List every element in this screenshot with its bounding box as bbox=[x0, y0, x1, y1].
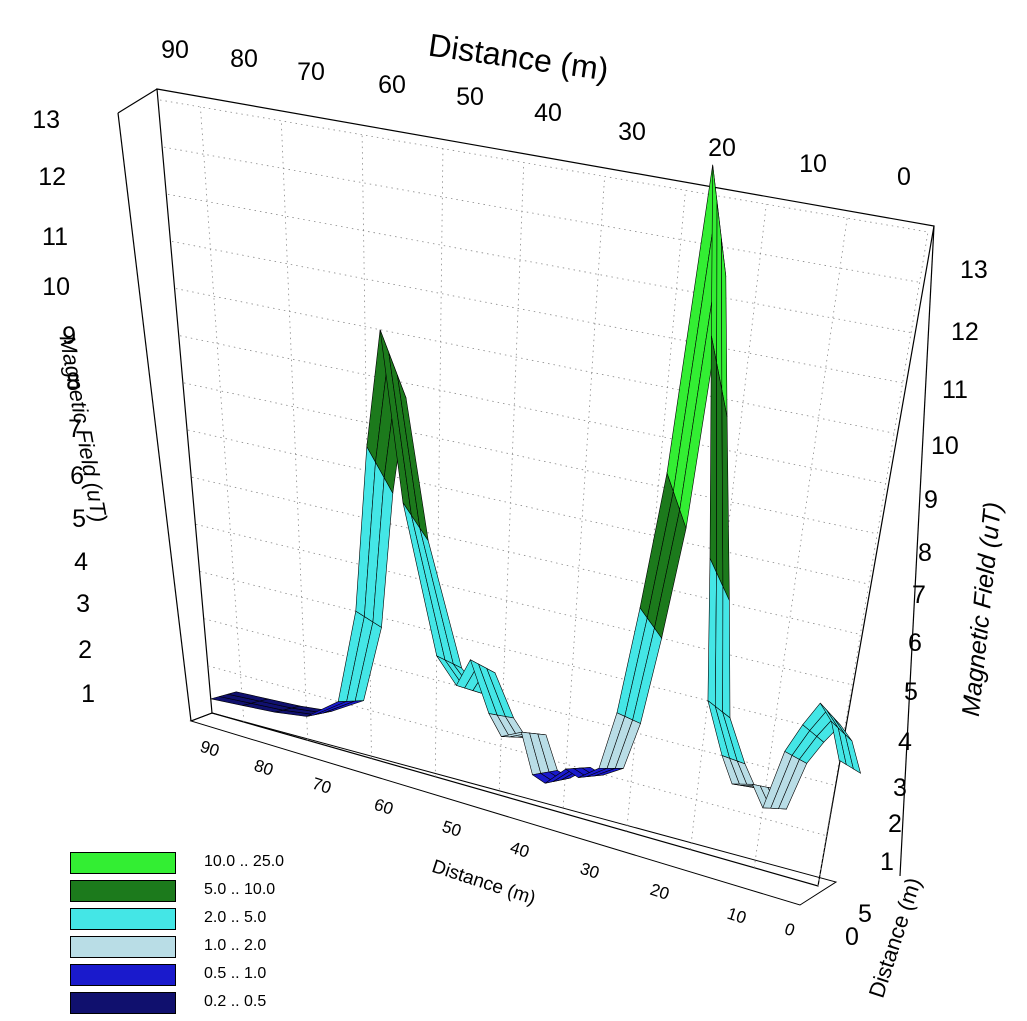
left-z-tick-label: 5 bbox=[72, 505, 86, 533]
top-x-tick-label: 90 bbox=[161, 36, 189, 64]
surface-facet bbox=[711, 164, 718, 363]
bottom-x-tick-label: 90 bbox=[198, 737, 222, 761]
right-z-tick-label: 7 bbox=[912, 581, 926, 609]
z-gridline bbox=[191, 476, 861, 635]
left-z-axis bbox=[117, 112, 192, 722]
z-gridline bbox=[199, 571, 844, 736]
z-gridline bbox=[207, 665, 827, 837]
legend-label: 0.5 .. 1.0 bbox=[204, 965, 267, 982]
right-z-tick-label: 5 bbox=[904, 678, 918, 706]
surface-facet bbox=[722, 586, 731, 719]
legend-swatch bbox=[70, 852, 176, 874]
left-z-axis-title: Magnetic Field (uT) bbox=[55, 333, 113, 524]
top-x-tick-label: 80 bbox=[230, 45, 258, 73]
x-gridline bbox=[200, 106, 245, 723]
z-gridline bbox=[159, 99, 929, 233]
left-z-tick-label: 1 bbox=[81, 680, 95, 708]
bottom-x-tick-label: 50 bbox=[440, 817, 464, 841]
z-gridline bbox=[187, 429, 869, 585]
legend-label: 10.0 .. 25.0 bbox=[204, 853, 285, 870]
legend-item: 1.0 .. 2.0 bbox=[70, 936, 330, 959]
legend-item: 2.0 .. 5.0 bbox=[70, 908, 330, 931]
top-x-tick-label: 70 bbox=[297, 58, 325, 86]
legend-swatch bbox=[70, 936, 176, 958]
bottom-axis-title: Distance (m) bbox=[429, 856, 538, 909]
surface-mesh bbox=[210, 164, 862, 810]
right-z-tick-label: 11 bbox=[942, 376, 968, 404]
left-z-tick-label: 7 bbox=[68, 415, 82, 443]
right-z-tick-label: 10 bbox=[931, 432, 959, 460]
legend-swatch bbox=[70, 964, 176, 986]
bottom-x-tick-label: 40 bbox=[508, 838, 532, 862]
right-z-axis bbox=[899, 225, 935, 877]
left-z-tick-label: 4 bbox=[74, 548, 88, 576]
z-gridline bbox=[175, 288, 895, 434]
top-x-tick-label: 20 bbox=[708, 134, 736, 162]
surface-facet bbox=[709, 335, 717, 573]
bottom-x-tick-label: 30 bbox=[578, 859, 602, 883]
color-legend: 10.0 .. 25.0 5.0 .. 10.0 2.0 .. 5.0 1.0 … bbox=[70, 852, 330, 1020]
bottom-x-tick-label: 80 bbox=[252, 756, 276, 780]
x-gridline bbox=[817, 231, 929, 887]
legend-swatch bbox=[70, 880, 176, 902]
right-z-tick-label: 3 bbox=[893, 774, 907, 802]
right-z-tick-label: 1 bbox=[880, 848, 894, 876]
bottom-x-tick-label: 10 bbox=[725, 904, 749, 928]
left-z-tick-label: 12 bbox=[38, 163, 66, 191]
right-z-tick-label: 12 bbox=[951, 318, 979, 346]
top-x-tick-label: 40 bbox=[534, 99, 562, 127]
legend-label: 1.0 .. 2.0 bbox=[204, 937, 267, 954]
chart-gridlines bbox=[159, 99, 929, 887]
bottom-x-tick-label: 0 bbox=[782, 919, 797, 940]
bottom-x-tick-label: 70 bbox=[310, 774, 334, 798]
right-z-tick-label: 4 bbox=[898, 728, 912, 756]
right-z-tick-label: 8 bbox=[918, 539, 932, 567]
right-z-axis-title: Magnetic Field (uT) bbox=[957, 501, 1007, 718]
x-gridline bbox=[434, 148, 444, 777]
depth-tick-label: 0 bbox=[845, 923, 859, 951]
bottom-x-tick-label: 60 bbox=[372, 795, 396, 819]
surface-facet bbox=[714, 572, 724, 713]
legend-item: 5.0 .. 10.0 bbox=[70, 880, 330, 903]
z-gridline bbox=[163, 146, 920, 283]
left-z-tick-label: 13 bbox=[32, 106, 60, 134]
right-z-tick-label: 9 bbox=[924, 486, 938, 514]
left-z-tick-label: 2 bbox=[78, 636, 92, 664]
left-z-tick-label: 6 bbox=[70, 462, 84, 490]
depth-axis-title: Distance (m) bbox=[864, 875, 926, 1001]
chart-walls bbox=[117, 88, 935, 906]
top-axis-title: Distance (m) bbox=[426, 27, 611, 88]
legend-label: 5.0 .. 10.0 bbox=[204, 881, 276, 898]
left-z-tick-label: 9 bbox=[62, 322, 76, 350]
z-gridline bbox=[179, 335, 886, 484]
depth-tick-label: 5 bbox=[858, 900, 872, 928]
bottom-x-tick-label: 20 bbox=[648, 880, 672, 904]
x-gridline bbox=[562, 176, 606, 814]
top-x-tick-label: 60 bbox=[378, 71, 406, 99]
left-z-tick-label: 10 bbox=[42, 273, 70, 301]
legend-swatch bbox=[70, 908, 176, 930]
top-x-tick-label: 50 bbox=[456, 83, 484, 111]
legend-label: 0.2 .. 0.5 bbox=[204, 993, 267, 1010]
left-z-tick-label: 8 bbox=[66, 368, 80, 396]
top-x-tick-label: 30 bbox=[618, 118, 646, 146]
right-z-tick-label: 13 bbox=[960, 256, 988, 284]
top-x-tick-label: 10 bbox=[799, 150, 827, 178]
right-z-tick-label: 6 bbox=[908, 629, 922, 657]
surface-facet bbox=[844, 733, 862, 774]
top-x-tick-label: 0 bbox=[897, 163, 911, 191]
legend-swatch bbox=[70, 992, 176, 1014]
legend-item: 0.5 .. 1.0 bbox=[70, 964, 330, 987]
left-z-tick-label: 11 bbox=[42, 223, 68, 251]
left-wall-top-edge bbox=[117, 88, 158, 114]
right-z-tick-label: 2 bbox=[888, 810, 902, 838]
x-gridline bbox=[498, 162, 525, 795]
left-z-tick-label: 3 bbox=[76, 590, 90, 618]
legend-label: 2.0 .. 5.0 bbox=[204, 909, 267, 926]
floor-plane bbox=[189, 712, 838, 906]
legend-item: 0.2 .. 0.5 bbox=[70, 992, 330, 1015]
legend-item: 10.0 .. 25.0 bbox=[70, 852, 330, 875]
